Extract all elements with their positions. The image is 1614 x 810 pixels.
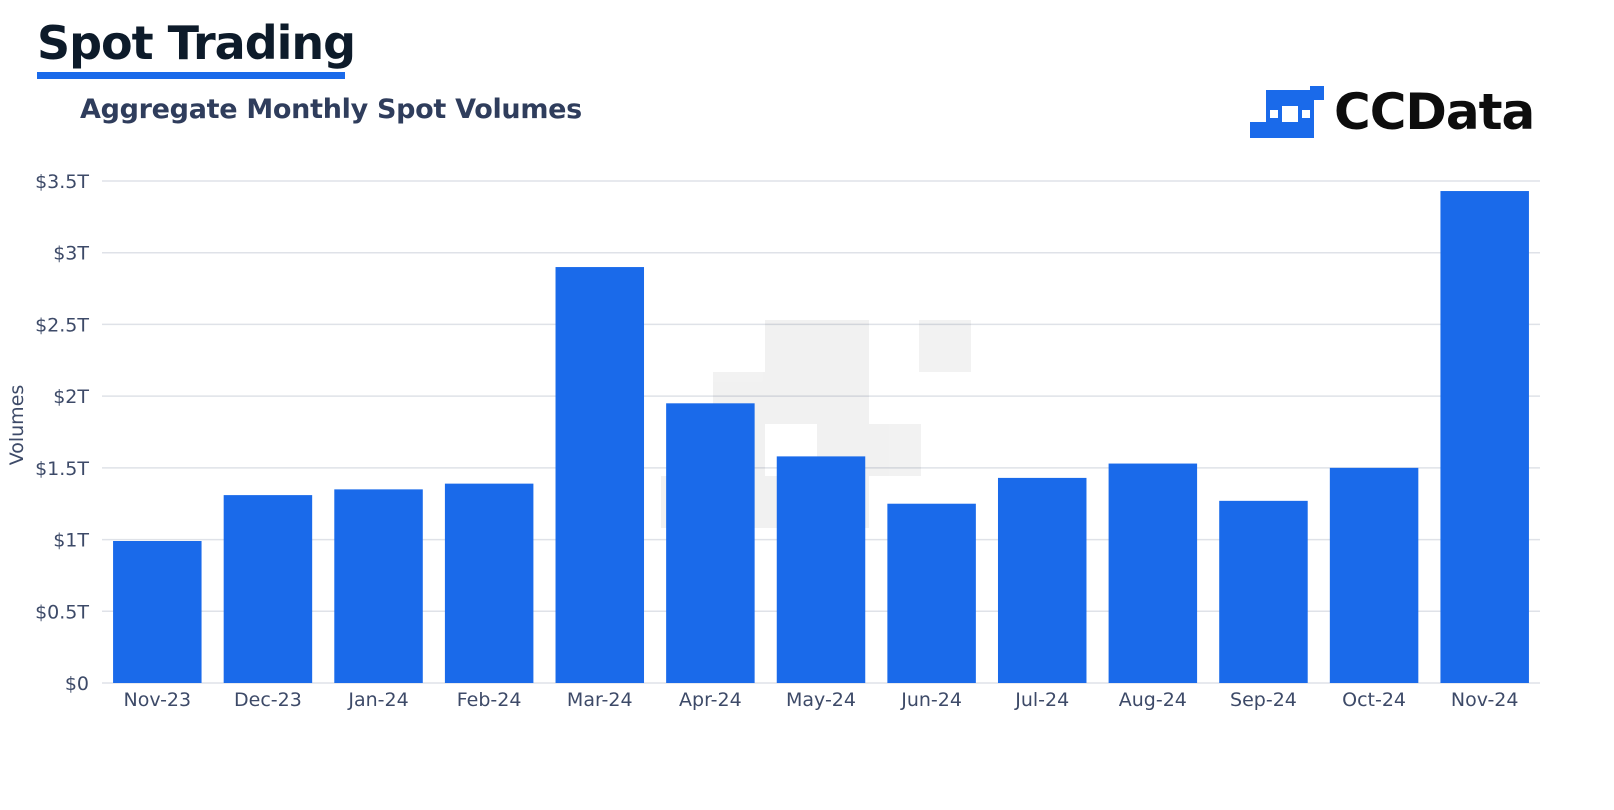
x-tick-label: Nov-23 [124,689,192,711]
x-tick-label: Dec-23 [234,689,302,711]
bar-chart: $0 $0.5T $1T $1.5T $2T $2.5T $3T $3.5T Nov-23 De… [6,171,1540,711]
bar [113,541,202,683]
y-tick-label: $1.5T [35,458,89,480]
y-tick-label: $2T [53,386,89,408]
x-tick-label: Mar-24 [567,689,633,711]
x-tick-label: Apr-24 [679,689,742,711]
x-axis-ticks: Nov-23 Dec-23 Jan-24 Feb-24 Mar-24 Apr-24 May-… [124,689,1519,711]
y-tick-label: $0.5T [35,601,89,623]
x-tick-label: Jun-24 [900,689,962,711]
bar [444,483,534,683]
bar [223,495,313,683]
y-tick-label: $0 [65,673,89,695]
ccdata-logo-icon [1250,86,1324,138]
x-tick-label: Jul-24 [1014,689,1069,711]
bar [1329,467,1419,683]
bar [334,489,423,683]
section-title: Spot Trading [37,16,356,70]
bar [887,503,976,683]
y-tick-label: $2.5T [35,314,89,336]
bar [997,477,1087,683]
bar [555,267,645,683]
chart-subtitle: Aggregate Monthly Spot Volumes [80,94,582,125]
x-tick-label: Jan-24 [347,689,408,711]
x-tick-label: Nov-24 [1451,689,1519,711]
y-tick-label: $3T [53,243,89,265]
y-tick-label: $3.5T [35,171,89,193]
bars [113,191,1529,684]
x-tick-label: May-24 [786,689,856,711]
x-tick-label: Oct-24 [1342,689,1406,711]
x-tick-label: Aug-24 [1119,689,1187,711]
bar [776,456,866,683]
logo-text: CCData [1334,83,1535,141]
y-axis-ticks: $0 $0.5T $1T $1.5T $2T $2.5T $3T $3.5T [35,171,89,695]
bar [1219,500,1308,683]
ccdata-logo: CCData [1250,83,1535,141]
bar [1108,463,1198,683]
title-underline [37,72,345,79]
y-axis-title: Volumes [6,385,28,466]
x-tick-label: Sep-24 [1230,689,1297,711]
y-tick-label: $1T [53,530,89,552]
bar [666,403,755,683]
x-tick-label: Feb-24 [457,689,522,711]
bar [1440,191,1529,684]
